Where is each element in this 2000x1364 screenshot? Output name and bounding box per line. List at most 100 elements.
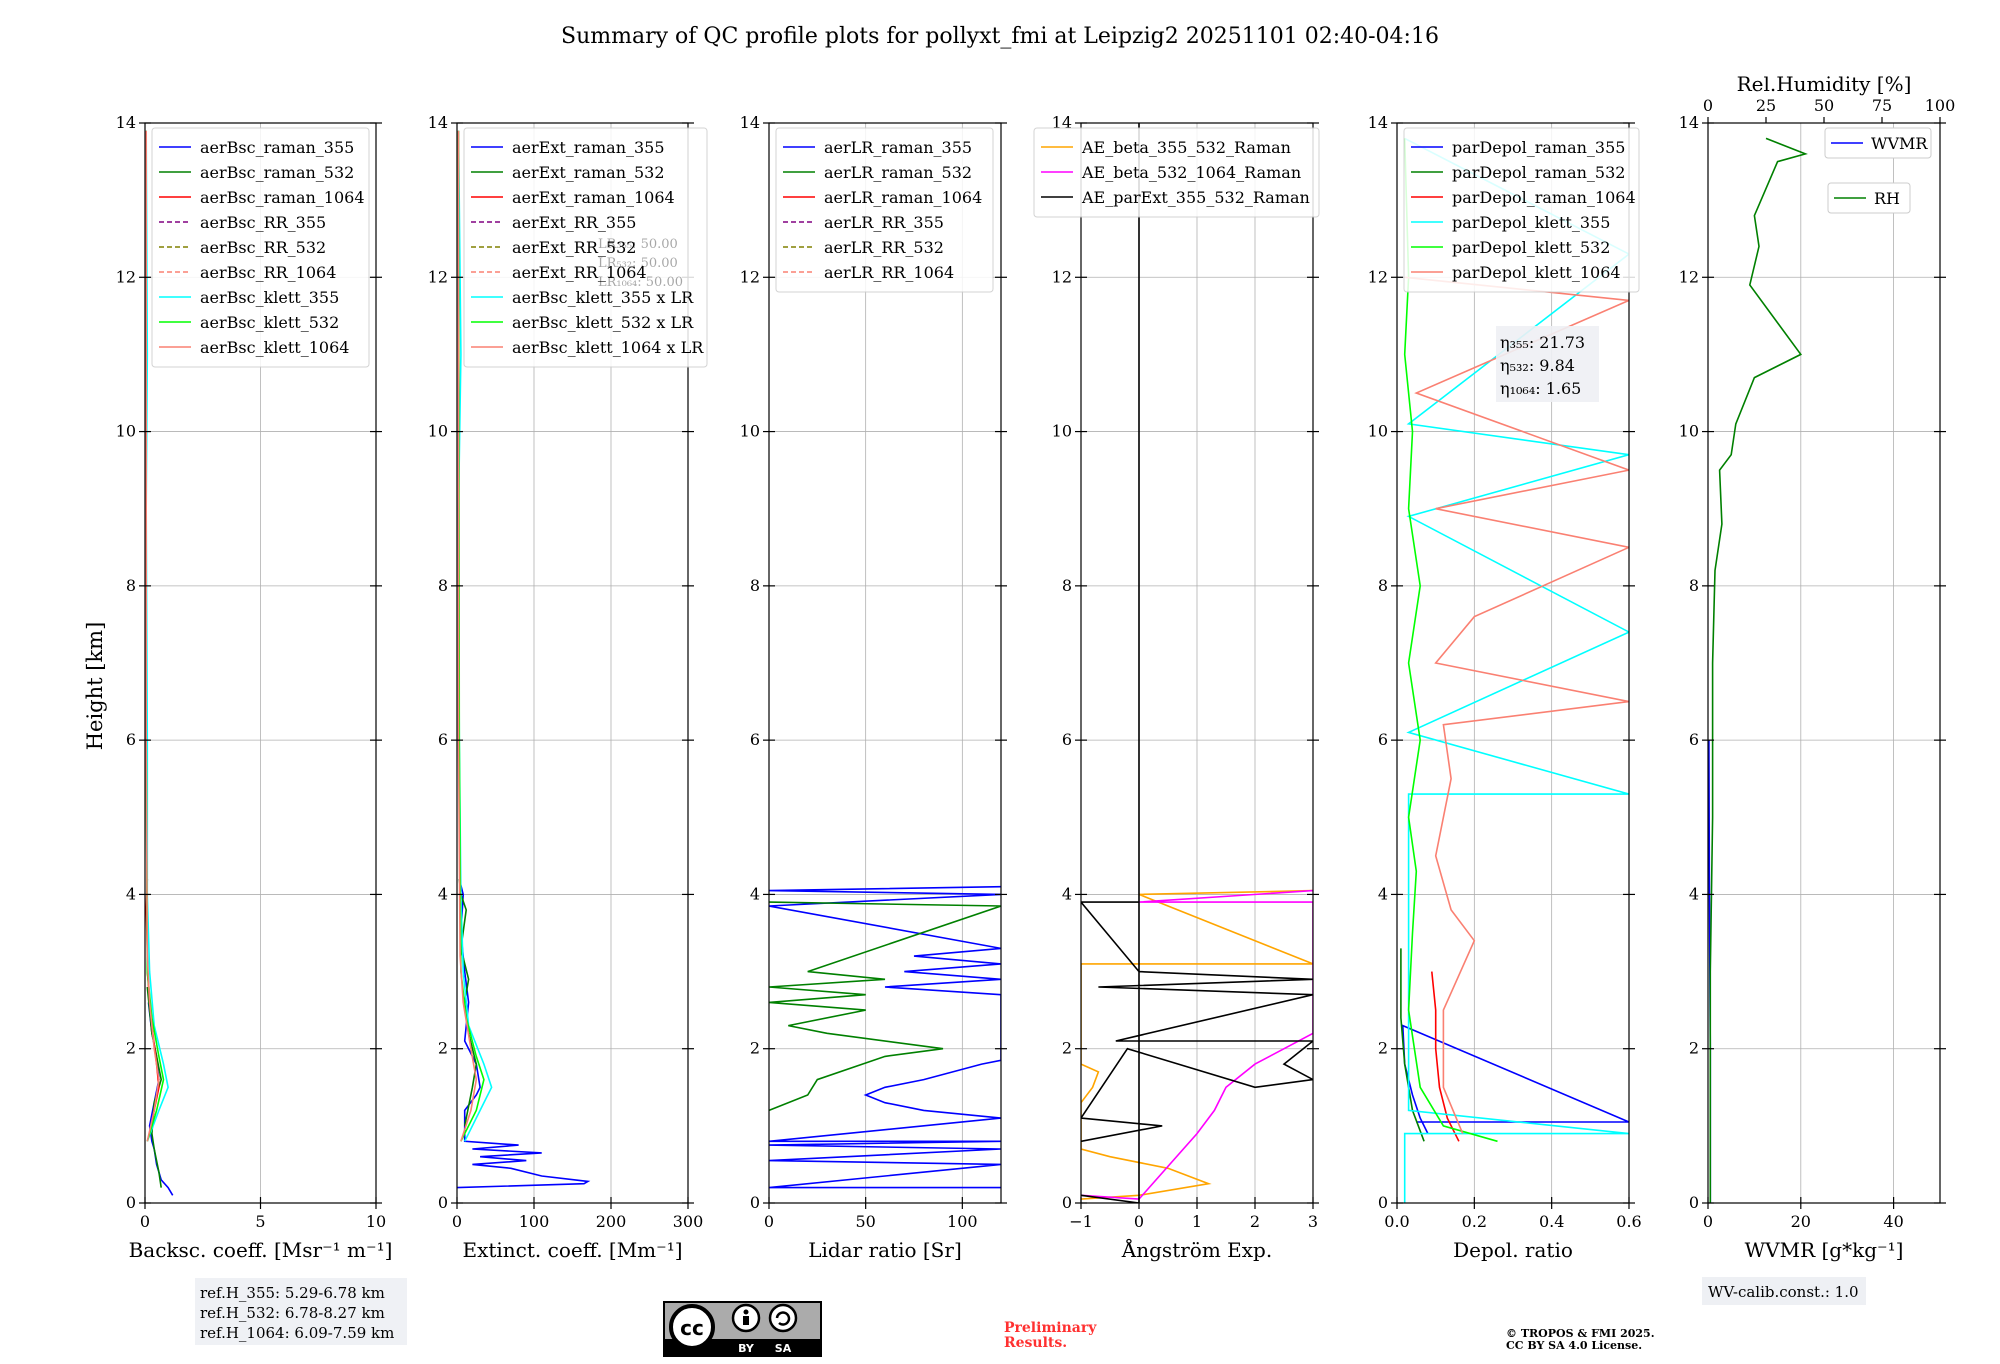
refH-532: ref.H_532: 6.78-8.27 km [200, 1304, 385, 1322]
legend-box [1824, 127, 1932, 159]
legend-box [463, 127, 708, 368]
y-tick-label: 6 [1062, 730, 1072, 749]
x-tick-label: 20 [1791, 1212, 1811, 1231]
series-parDepol_klett_1064 [1404, 276, 1629, 1134]
series-group [457, 130, 591, 1189]
x-tick-label: 0.0 [1384, 1212, 1409, 1231]
legend-label: parDepol_klett_1064 [1452, 263, 1621, 282]
y-tick-label: 4 [750, 884, 760, 903]
lr-annotation: LR₅₃₂: 50.00 [598, 256, 678, 271]
y-tick-label: 12 [116, 267, 136, 286]
y-tick-label: 10 [1368, 422, 1388, 441]
y-tick-label: 4 [126, 884, 136, 903]
legend-label: aerBsc_klett_532 x LR [512, 313, 694, 332]
y-tick-label: 10 [1052, 422, 1072, 441]
y-tick-label: 4 [438, 884, 448, 903]
series-RH [1709, 137, 1808, 1203]
legend-label: aerLR_raman_1064 [824, 188, 982, 207]
legend-box [775, 127, 994, 293]
top-x-tick-label: 75 [1872, 96, 1892, 115]
legend-label: parDepol_klett_355 [1452, 213, 1610, 232]
refH-355: ref.H_355: 5.29-6.78 km [200, 1284, 385, 1302]
y-tick-label: 0 [750, 1193, 760, 1212]
y-tick-label: 12 [740, 267, 760, 286]
legend-label: aerExt_raman_532 [512, 163, 665, 182]
x-tick-label: 3 [1308, 1212, 1318, 1231]
lr-annotation: LR₃₅₅: 50.00 [598, 237, 678, 252]
y-tick-label: 6 [750, 730, 760, 749]
wv-calib-const: WV-calib.const.: 1.0 [1708, 1283, 1859, 1301]
top-x-tick-label: 100 [1925, 96, 1956, 115]
x-tick-label: 0 [764, 1212, 774, 1231]
y-tick-label: 8 [1062, 576, 1072, 595]
legend-label: parDepol_raman_355 [1452, 138, 1625, 157]
legend-label: aerBsc_RR_1064 [200, 263, 336, 282]
y-tick-label: 4 [1378, 884, 1388, 903]
x-tick-label: 2 [1250, 1212, 1260, 1231]
y-tick-label: 12 [1679, 267, 1699, 286]
legend-label: AE_beta_355_532_Raman [1081, 138, 1291, 157]
panel-depolarization: 0 2 4 6 8 10 12 14 0.0 0.2 0.4 0.6 Depol. ratio parDe… [1368, 113, 1642, 1262]
x-tick-label: 40 [1883, 1212, 1903, 1231]
y-tick-label: 2 [438, 1039, 448, 1058]
preliminary-label-line1: Preliminary [1004, 1320, 1097, 1336]
x-axis-label: Extinct. coeff. [Mm⁻¹] [462, 1238, 682, 1262]
cc-license-badge: cc BY SA [663, 1301, 822, 1357]
cc-by-label: BY [738, 1342, 755, 1355]
y-tick-label: 2 [1378, 1039, 1388, 1058]
y-tick-label: 2 [1062, 1039, 1072, 1058]
series-group [1400, 137, 1629, 1203]
series-group [145, 130, 174, 1196]
x-tick-label: 300 [673, 1212, 704, 1231]
y-tick-label: 8 [750, 576, 760, 595]
y-tick-label: 12 [1052, 267, 1072, 286]
figure-title: Summary of QC profile plots for pollyxt_… [561, 24, 1439, 49]
eta-annotation: η₃₅₅: 21.73 [1500, 333, 1585, 352]
y-tick-label: 6 [1689, 730, 1699, 749]
top-x-tick-label: 0 [1703, 96, 1713, 115]
series-AE_beta_355_532_Raman [1081, 889, 1313, 1200]
eta-annotation: η₁₀₆₄: 1.65 [1500, 379, 1581, 398]
top-x-tick-label: 25 [1756, 96, 1776, 115]
copyright-line2: CC BY SA 4.0 License. [1506, 1339, 1642, 1352]
x-tick-label: 200 [596, 1212, 627, 1231]
series-AE_parExt_355_532_Raman [1081, 123, 1313, 1203]
legend-label: aerBsc_raman_532 [200, 163, 354, 182]
x-tick-label: 0.6 [1616, 1212, 1641, 1231]
lr-annotation: LR₁₀₆₄: 50.00 [598, 275, 683, 290]
series-group [1081, 123, 1313, 1203]
axes-frame [456, 122, 689, 1204]
legend-label: parDepol_raman_1064 [1452, 188, 1636, 207]
x-axis-label: Ångström Exp. [1121, 1237, 1272, 1262]
legend-label: RH [1874, 189, 1900, 208]
x-tick-label: 100 [519, 1212, 550, 1231]
preliminary-label-line2: Results. [1004, 1335, 1067, 1351]
axes-frame [1396, 122, 1630, 1204]
y-tick-label: 2 [126, 1039, 136, 1058]
panel-extinction: 0 2 4 6 8 10 12 14 0 100 200 300 Extinct. coeff. [Mm… [428, 113, 708, 1262]
x-tick-label: 1 [1192, 1212, 1202, 1231]
legend-label: aerExt_raman_355 [512, 138, 665, 157]
x-axis-label: Backsc. coeff. [Msr⁻¹ m⁻¹] [129, 1238, 393, 1262]
legend-label: aerBsc_RR_532 [200, 238, 326, 257]
y-tick-label: 6 [438, 730, 448, 749]
y-tick-label: 10 [116, 422, 136, 441]
series-aerBsc_klett_1064 x LR [457, 130, 478, 1142]
legend-box [1033, 127, 1320, 218]
x-tick-label: 50 [855, 1212, 875, 1231]
legend-box [151, 127, 370, 368]
legend-label: WVMR [1871, 134, 1928, 153]
x-tick-label: 0 [452, 1212, 462, 1231]
series-group [1708, 137, 1808, 1203]
legend-label: aerLR_RR_1064 [824, 263, 954, 282]
x-tick-label: −1 [1069, 1212, 1093, 1231]
reference-height-box: ref.H_355: 5.29-6.78 km ref.H_532: 6.78-… [195, 1278, 407, 1345]
y-tick-label: 0 [1378, 1193, 1388, 1212]
series-parDepol_raman_1064 [1431, 971, 1460, 1142]
x-tick-label: 100 [947, 1212, 978, 1231]
copyright-line1: © TROPOS & FMI 2025. [1506, 1327, 1655, 1340]
series-parDepol_raman_355 [1401, 1024, 1629, 1134]
x-tick-label: 5 [255, 1212, 265, 1231]
y-tick-label: 4 [1689, 884, 1699, 903]
